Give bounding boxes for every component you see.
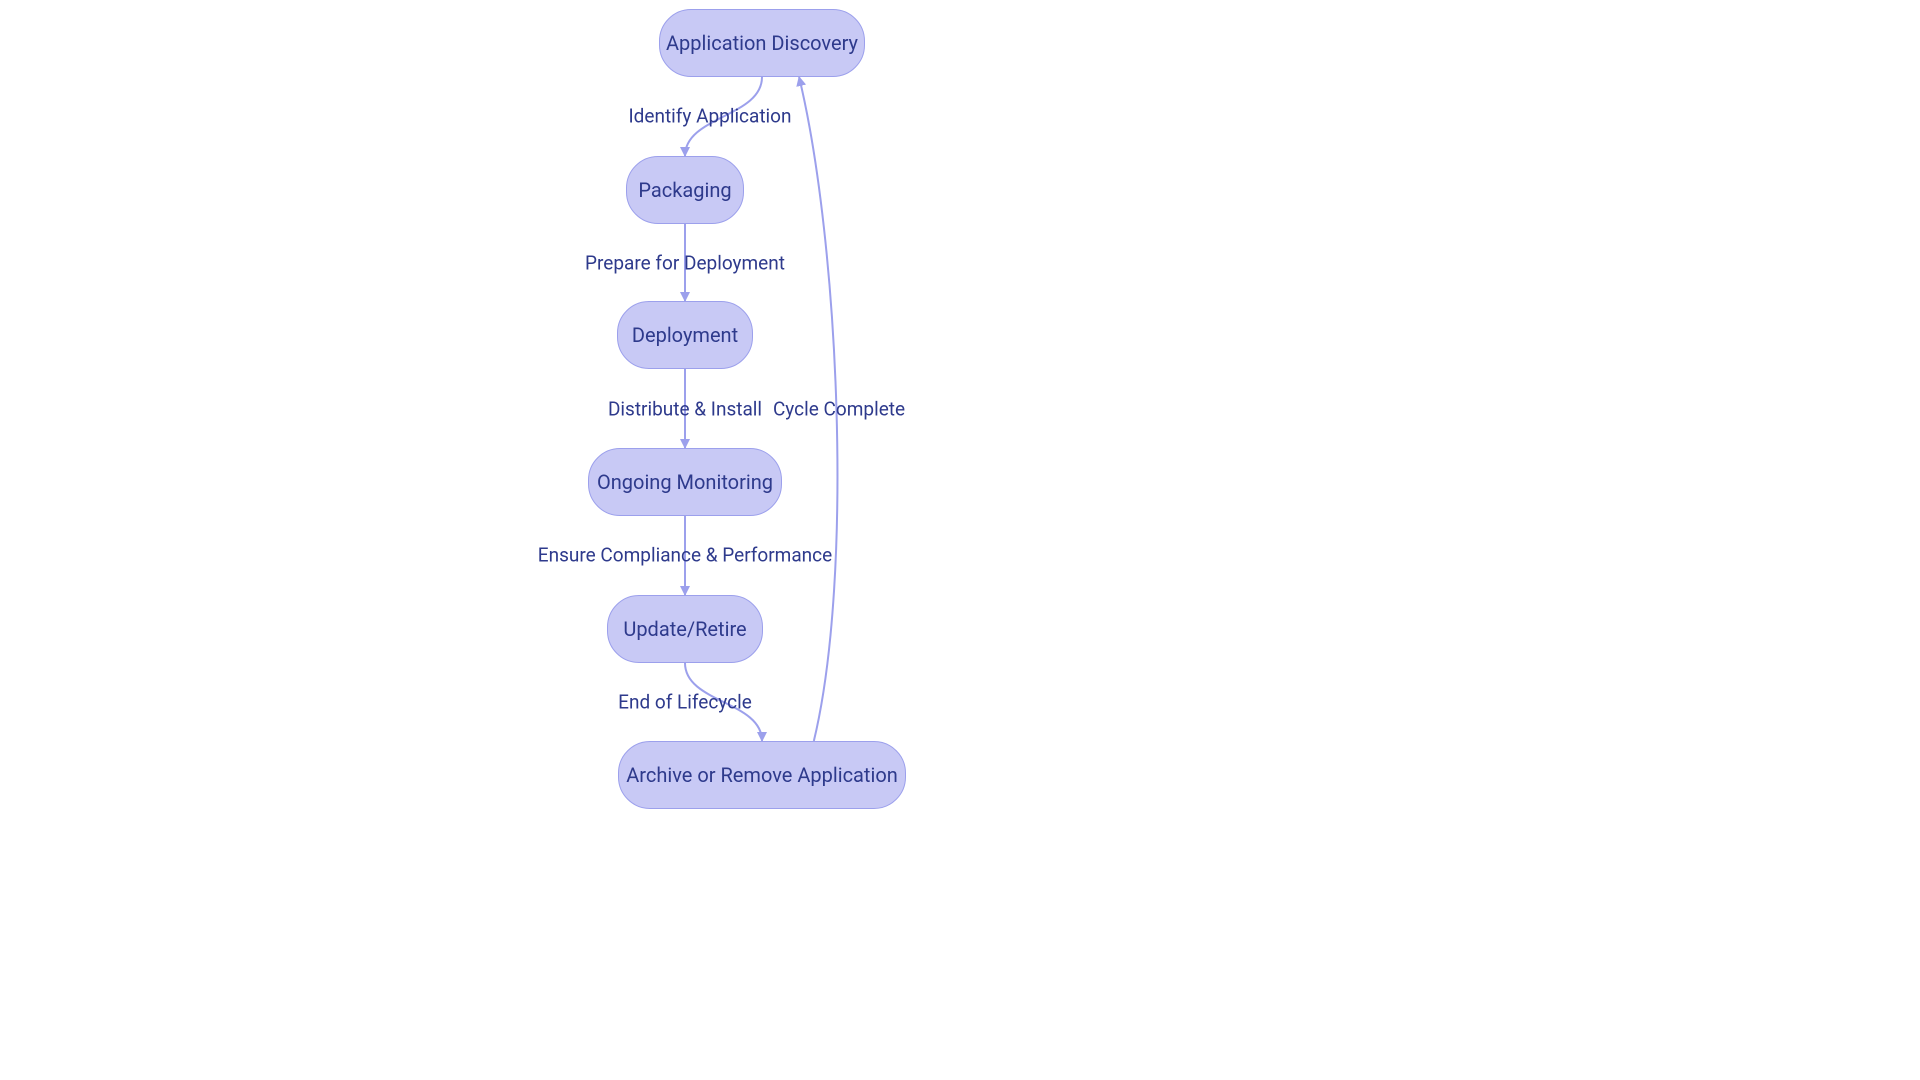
edge-label: Prepare for Deployment [585,252,785,275]
edge-label: Ensure Compliance & Performance [538,544,832,567]
edge-label: End of Lifecycle [618,691,752,714]
edge-label: Distribute & Install [608,398,762,421]
flow-node-label: Application Discovery [666,31,858,55]
flow-node-label: Deployment [632,323,738,347]
flow-node-label: Archive or Remove Application [626,763,898,787]
flow-node-label: Packaging [638,178,731,202]
flow-node: Packaging [626,156,744,224]
flowchart-canvas: Identify Application Prepare for Deployme… [0,0,1920,1080]
flow-node: Update/Retire [607,595,763,663]
flow-node: Archive or Remove Application [618,741,906,809]
flow-node-label: Ongoing Monitoring [597,470,773,494]
edges-layer [0,0,1920,1080]
edge-label: Identify Application [628,105,791,128]
flow-node-label: Update/Retire [623,617,746,641]
flow-node: Deployment [617,301,753,369]
flow-node: Application Discovery [659,9,865,77]
flow-node: Ongoing Monitoring [588,448,782,516]
edge-label: Cycle Complete [773,398,905,421]
